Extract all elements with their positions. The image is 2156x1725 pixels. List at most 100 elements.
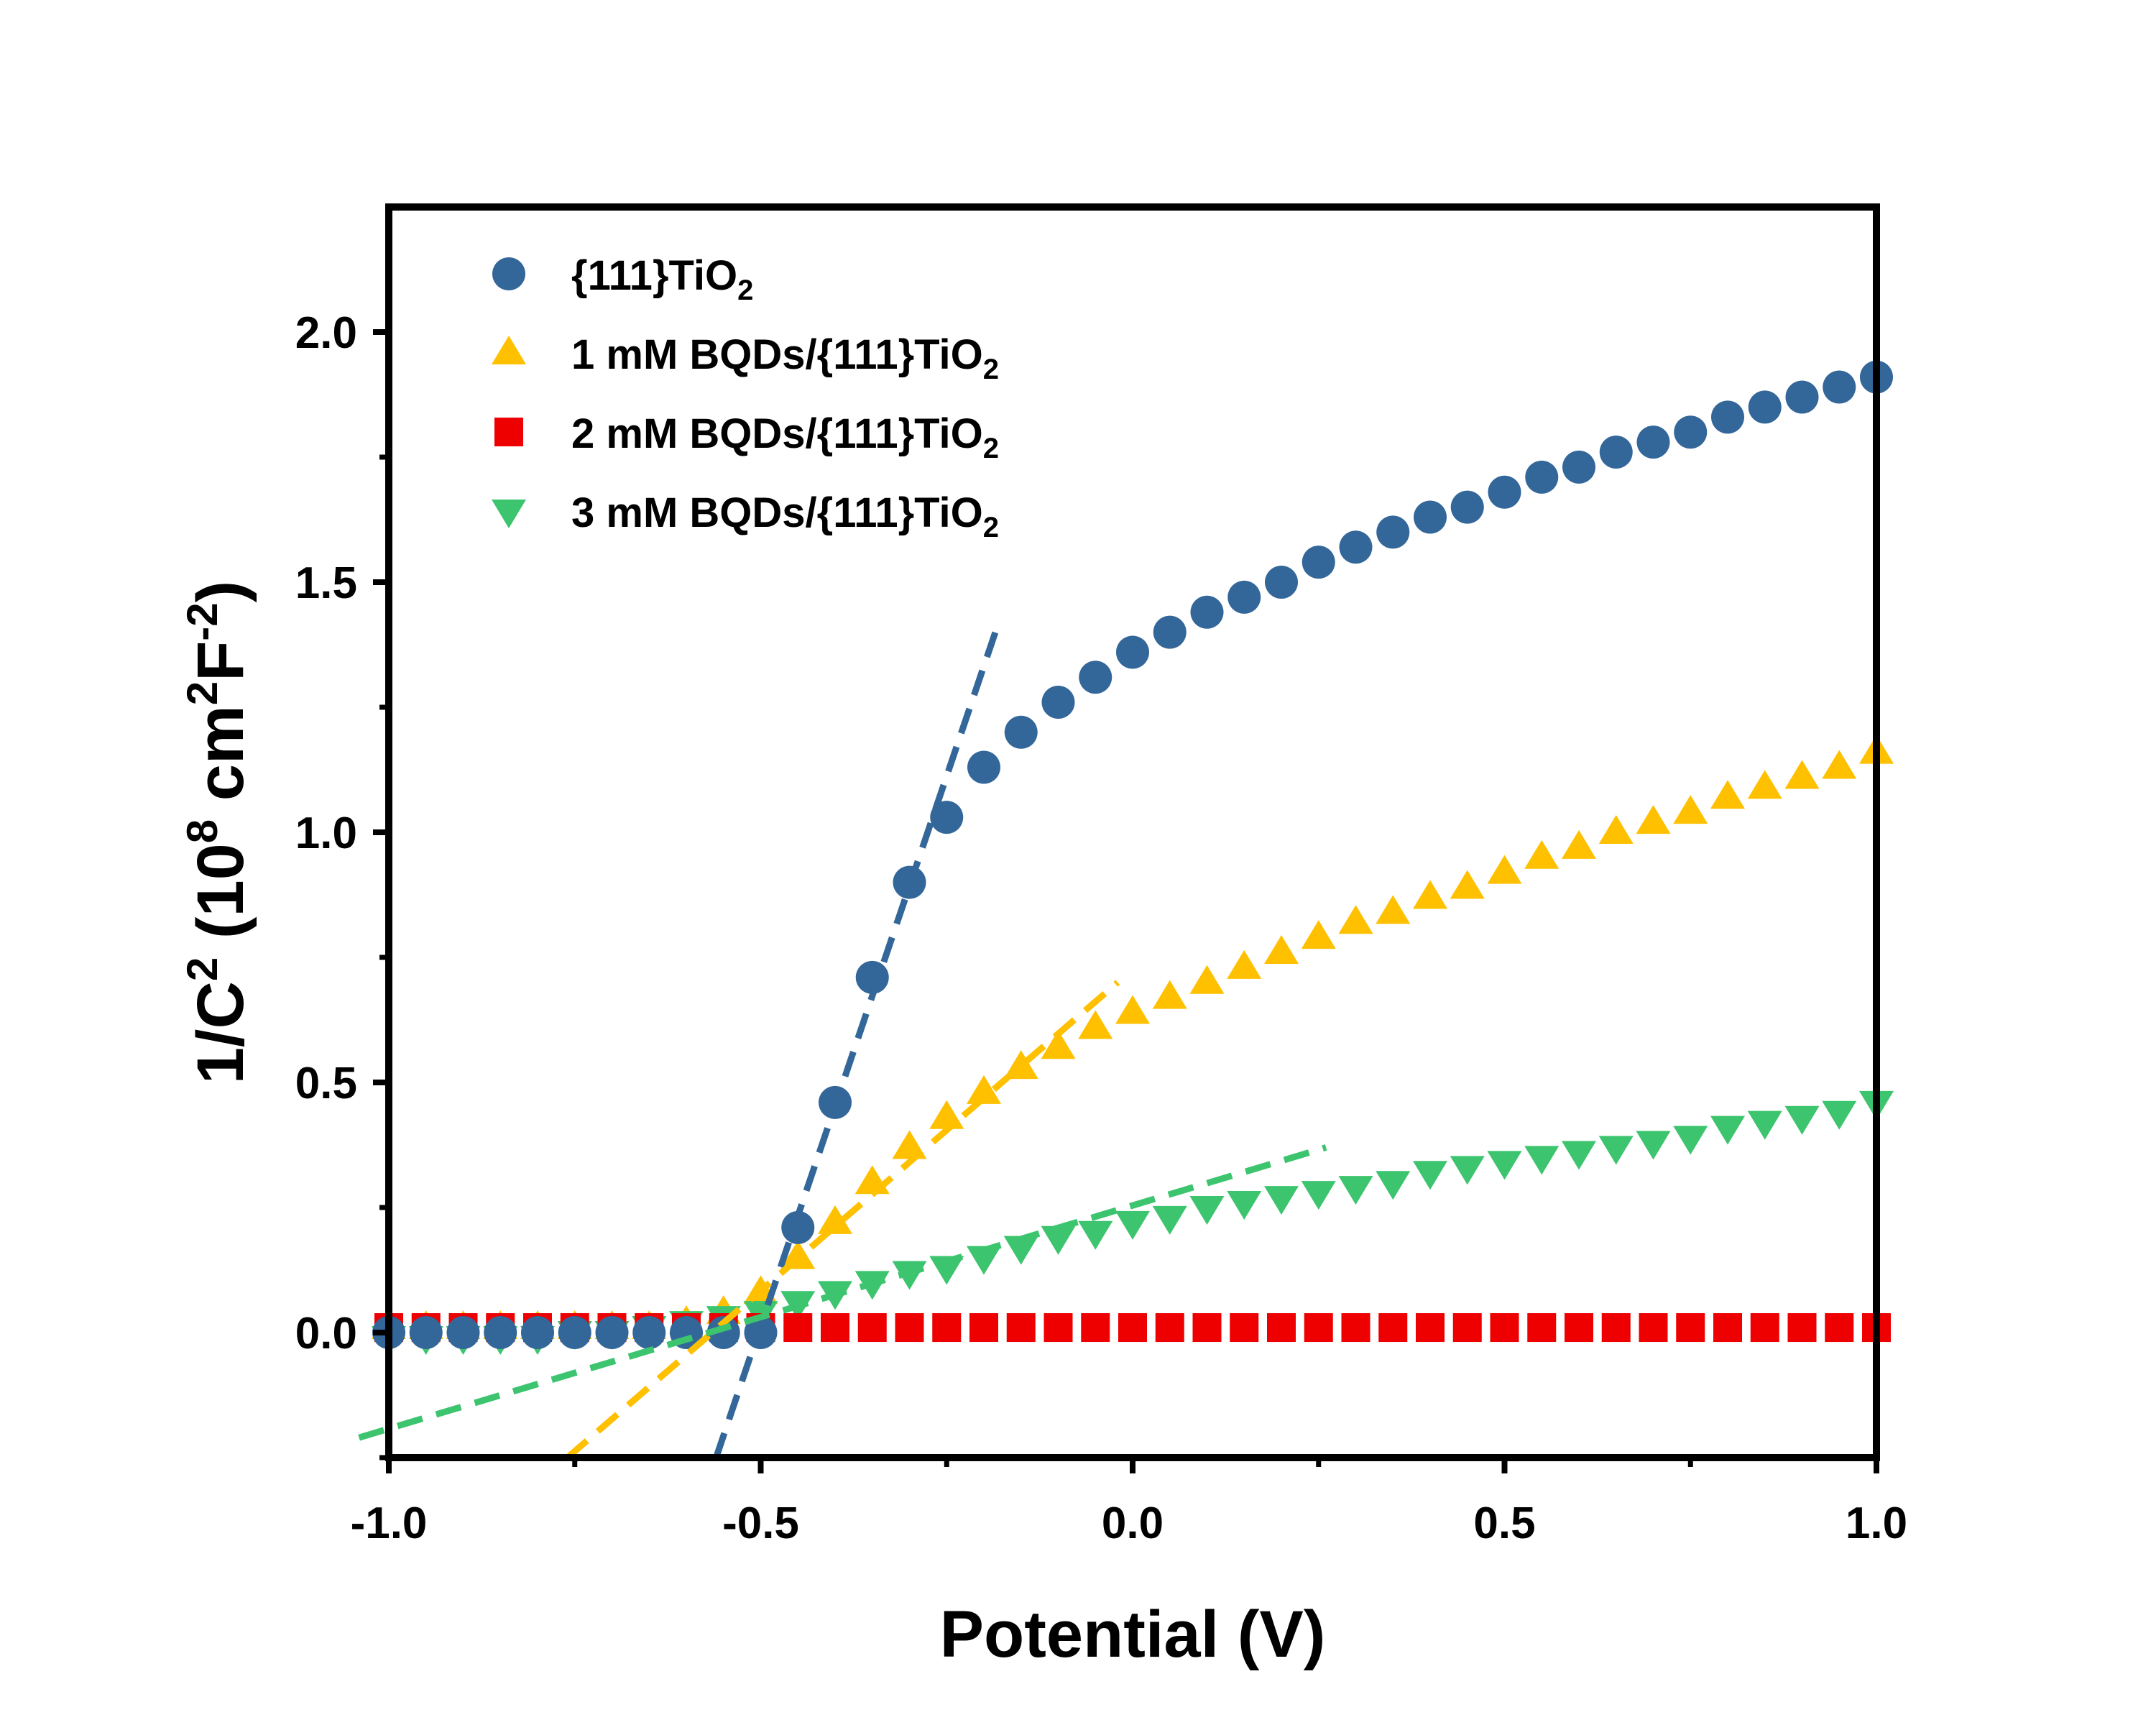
data-point	[1079, 661, 1112, 694]
fit-line	[713, 621, 1002, 1459]
data-point	[1750, 1313, 1779, 1343]
data-point	[1524, 1146, 1560, 1175]
data-point	[1301, 1181, 1336, 1210]
data-point	[1413, 1161, 1447, 1190]
data-point	[855, 960, 889, 994]
legend-marker	[492, 257, 525, 290]
data-point	[967, 750, 1000, 784]
data-point	[1676, 1313, 1705, 1343]
data-point	[1674, 415, 1708, 449]
data-point	[1748, 390, 1782, 424]
y-tick-label: 1.0	[295, 809, 357, 858]
legend-label: 1 mM BQDs/{111}TiO2	[571, 331, 999, 385]
data-point	[783, 1313, 813, 1343]
data-point	[521, 1316, 554, 1349]
data-point	[1227, 580, 1261, 614]
data-point	[1041, 686, 1075, 719]
data-point	[1524, 840, 1560, 869]
data-point	[1115, 1210, 1150, 1240]
data-point	[1265, 566, 1298, 599]
data-point	[1041, 1030, 1076, 1059]
data-point	[1450, 490, 1484, 524]
data-point	[1525, 460, 1559, 494]
y-axis-title-part: cm	[184, 705, 257, 819]
series-3	[374, 1313, 1891, 1343]
data-point	[1452, 1313, 1482, 1343]
data-point	[595, 1316, 629, 1349]
data-point	[1116, 635, 1149, 669]
data-point	[1487, 855, 1522, 884]
data-point	[1673, 795, 1708, 824]
data-point	[1636, 426, 1670, 459]
data-point	[1636, 1131, 1671, 1160]
data-point	[1189, 1196, 1225, 1225]
data-point	[1227, 1191, 1262, 1220]
data-point	[1376, 895, 1411, 924]
legend-label: 2 mM BQDs/{111}TiO2	[571, 410, 999, 464]
data-point	[484, 1316, 517, 1349]
data-point	[1601, 1313, 1631, 1343]
y-axis-title-part: F	[184, 641, 257, 681]
legend-label-text: 3 mM BQDs/{111}TiO	[571, 489, 983, 536]
legend-item-1: {111}TiO2	[492, 252, 753, 306]
data-point	[1264, 935, 1299, 965]
legend-marker	[492, 336, 526, 364]
data-point	[1787, 1313, 1817, 1343]
data-point	[1304, 1313, 1333, 1343]
data-point	[1227, 949, 1262, 979]
data-point	[1673, 1126, 1708, 1155]
y-axis-title-sup: 2	[178, 957, 226, 981]
data-point	[1565, 1313, 1593, 1343]
legend-label-text: {111}TiO	[571, 252, 737, 299]
legend-marker	[492, 500, 526, 528]
data-point	[1378, 1313, 1408, 1343]
data-point	[967, 1246, 1001, 1275]
data-point	[1450, 1156, 1485, 1185]
y-axis-title-sup: 2	[178, 681, 226, 705]
plot-marks	[372, 360, 1894, 1355]
series-1	[372, 360, 1893, 1349]
legend-label: {111}TiO2	[571, 252, 753, 306]
data-point	[1006, 1313, 1036, 1343]
data-point	[1003, 1236, 1038, 1265]
data-point	[1081, 1313, 1110, 1343]
data-point	[1267, 1313, 1296, 1343]
data-point	[1562, 1141, 1596, 1170]
data-point	[1044, 1313, 1073, 1343]
data-point	[1636, 805, 1671, 834]
x-tick-label: 0.5	[1473, 1499, 1535, 1548]
y-axis-title-sup: 8	[178, 819, 226, 843]
data-point	[558, 1316, 591, 1349]
y-tick-label: 1.5	[295, 558, 357, 608]
data-point	[818, 1205, 852, 1234]
data-point	[1639, 1313, 1668, 1343]
data-point	[1376, 1171, 1411, 1200]
data-point	[1713, 1313, 1742, 1343]
data-point	[1527, 1313, 1557, 1343]
data-point	[1338, 1176, 1373, 1205]
data-point	[1192, 1313, 1222, 1343]
data-point	[1152, 1205, 1187, 1235]
legend-item-3: 2 mM BQDs/{111}TiO2	[494, 410, 999, 464]
data-point	[1450, 870, 1485, 899]
fit-line	[565, 980, 1120, 1460]
data-point	[857, 1313, 887, 1343]
y-tick-label: 0.0	[295, 1309, 357, 1358]
data-point	[1490, 1313, 1519, 1343]
legend-marker	[494, 418, 523, 446]
data-point	[967, 1075, 1001, 1104]
data-point	[895, 1313, 924, 1343]
data-point	[1155, 1313, 1184, 1343]
legend-label-text: 2 mM BQDs/{111}TiO	[571, 410, 983, 457]
data-point	[1416, 1313, 1445, 1343]
data-point	[1825, 1313, 1854, 1343]
data-point	[1823, 370, 1856, 404]
y-axis-title-part: 1/C	[184, 981, 257, 1084]
y-tick-label: 0.5	[295, 1059, 357, 1108]
data-point	[1190, 595, 1224, 629]
data-point	[1599, 436, 1633, 469]
data-point	[409, 1316, 443, 1349]
data-point	[1152, 980, 1187, 1009]
